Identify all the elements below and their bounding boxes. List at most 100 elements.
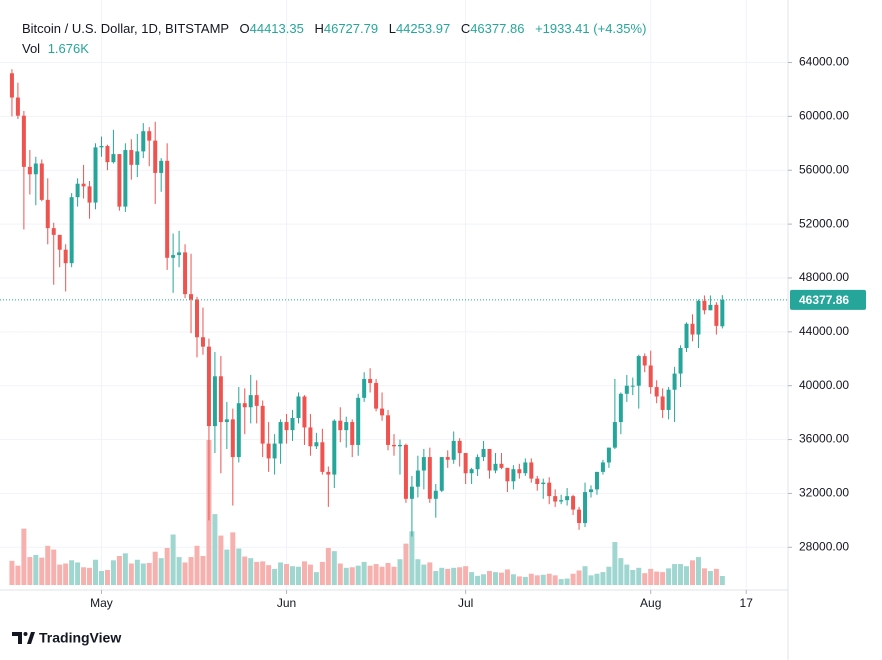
candle-body (654, 387, 659, 397)
volume-bar (445, 568, 451, 585)
ohlc-label: C (460, 21, 471, 36)
volume-bar (642, 573, 648, 585)
volume-bar (349, 567, 355, 585)
volume-bar (248, 558, 254, 585)
candle-body (553, 496, 558, 502)
candle-body (290, 418, 295, 431)
candle-body (218, 376, 223, 423)
candle-body (224, 419, 229, 423)
candle-body (99, 146, 104, 148)
volume-bar (361, 561, 367, 585)
candle-body (368, 378, 373, 384)
volume-bar (254, 561, 260, 585)
candle-body (356, 397, 361, 445)
volume-bar (612, 542, 618, 585)
candle-body (630, 385, 635, 387)
volume-bar (295, 566, 301, 585)
volume-bar (427, 562, 433, 585)
volume-bar (176, 557, 182, 585)
volume-bar (140, 563, 146, 585)
symbol: Bitcoin / U.S. Dollar, 1D, BITSTAMP (22, 21, 229, 36)
y-tick-label: 40000.00 (799, 378, 849, 392)
candle-body (332, 420, 337, 475)
volume-bar (433, 571, 439, 585)
volume-bar (546, 573, 552, 585)
candle-body (606, 447, 611, 463)
volume-bar (618, 558, 624, 585)
candle-body (165, 160, 170, 258)
volume-bar (51, 549, 57, 585)
candle-body (206, 346, 211, 427)
candle-body (475, 457, 480, 470)
volume-bar (695, 557, 701, 585)
candle-body (141, 131, 146, 152)
ohlc-value: 46727.79 (323, 21, 379, 36)
volume-bar (678, 564, 684, 585)
volume-bar (212, 514, 218, 585)
candle-body (720, 299, 725, 327)
volume-bar (654, 571, 660, 585)
volume-bar (194, 545, 200, 585)
volume-bar (701, 568, 707, 585)
volume-bar (582, 566, 588, 585)
candle-body (153, 140, 158, 173)
volume-bar (481, 574, 487, 585)
ohlc-value: 46377.86 (470, 21, 525, 36)
candle-body (81, 183, 86, 187)
last-price-label: 46377.86 (799, 293, 849, 307)
volume-bar (158, 558, 164, 585)
volume-bar (672, 564, 678, 585)
candle-body (583, 492, 588, 524)
volume-bar (391, 566, 397, 585)
candle-body (212, 376, 217, 427)
volume-bar (684, 566, 690, 585)
y-tick-label: 44000.00 (799, 324, 849, 338)
y-tick-label: 52000.00 (799, 216, 849, 230)
candle-body (236, 403, 241, 458)
candle-body (242, 403, 247, 408)
candle-body (636, 356, 641, 386)
candle-body (93, 147, 98, 203)
volume-bar (116, 556, 122, 585)
candle-body (463, 453, 468, 474)
candle-body (433, 490, 438, 499)
volume-bar (397, 559, 403, 585)
volume-bar (492, 572, 498, 585)
header: Bitcoin / U.S. Dollar, 1D, BITSTAMP O444… (22, 21, 646, 36)
candle-body (51, 228, 56, 235)
candle-body (445, 457, 450, 460)
volume-bar (713, 568, 719, 585)
candle-body (147, 131, 152, 141)
candle-body (505, 467, 510, 482)
volume-bar (385, 562, 391, 585)
volume-pane (9, 440, 725, 585)
volume-bar (594, 573, 600, 585)
candle-body (380, 408, 385, 416)
candle-body (362, 378, 367, 398)
candle-body (260, 405, 265, 444)
candle-body (403, 444, 408, 499)
candle-body (660, 396, 665, 410)
volume-bar (439, 567, 445, 585)
volume-bar (122, 553, 128, 585)
candle-body (177, 252, 182, 256)
ohlc-value: 44413.35 (249, 21, 304, 36)
volume-bar (93, 559, 99, 585)
volume-bar (9, 560, 15, 585)
candle-body (284, 422, 289, 431)
logo: TradingView (12, 630, 121, 646)
candle-body (392, 444, 396, 447)
candle-body (511, 469, 516, 482)
candle-body (57, 234, 62, 250)
candle-body (642, 356, 647, 366)
candle-body (69, 197, 74, 264)
y-tick-label: 64000.00 (799, 55, 849, 69)
volume-bar (636, 567, 642, 585)
candle-body (314, 442, 319, 447)
volume-bar (463, 566, 469, 585)
volume-bar (69, 560, 75, 585)
volume-bar (516, 576, 522, 585)
volume-bar (660, 572, 666, 585)
candle-body (541, 482, 546, 485)
